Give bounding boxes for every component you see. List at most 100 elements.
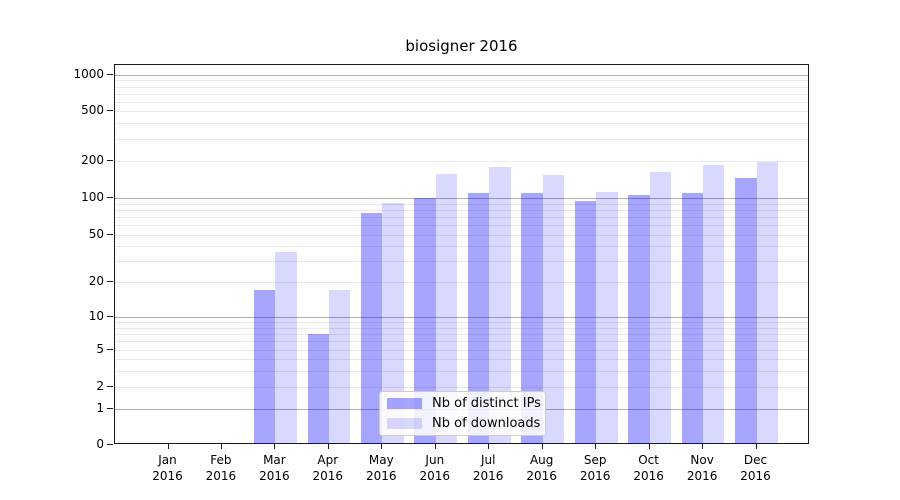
- legend: Nb of distinct IPs Nb of downloads: [379, 391, 546, 436]
- bar-nb-of-downloads-dec-2016: [756, 162, 778, 444]
- y-tick-label: 1: [96, 401, 104, 415]
- y-tickmark: [107, 110, 113, 111]
- gridline-minor: [115, 217, 808, 219]
- x-tickmark: [327, 444, 329, 449]
- bar-nb-of-distinct-ips-apr-2016: [307, 334, 329, 444]
- x-tick-label: Apr 2016: [312, 453, 344, 483]
- bar-nb-of-distinct-ips-nov-2016: [681, 192, 704, 444]
- y-tickmark: [107, 349, 113, 350]
- x-tick-label: May 2016: [366, 453, 397, 483]
- gridline-minor: [115, 80, 808, 82]
- gridline-minor: [115, 203, 808, 205]
- x-tick-label: Aug 2016: [526, 453, 557, 483]
- legend-label: Nb of downloads: [432, 416, 541, 431]
- gridline-minor: [115, 261, 808, 263]
- gridline-minor: [115, 235, 808, 236]
- y-tick-label: 10: [88, 309, 104, 323]
- x-tick-label: Nov 2016: [686, 453, 718, 483]
- y-tick-label: 2: [96, 379, 104, 393]
- bar-nb-of-distinct-ips-jun-2016: [414, 198, 436, 444]
- gridline-minor: [115, 327, 808, 329]
- legend-item-nb-of-distinct-ips: Nb of distinct IPs: [380, 394, 545, 414]
- y-tick-label: 20: [88, 274, 104, 288]
- y-tick-label: 5: [96, 342, 104, 356]
- bar-nb-of-downloads-may-2016: [382, 203, 404, 444]
- gridline-minor: [115, 123, 808, 125]
- bar-nb-of-distinct-ips-dec-2016: [735, 178, 757, 444]
- bar-nb-of-downloads-aug-2016: [542, 175, 565, 444]
- gridline-minor: [115, 350, 808, 351]
- gridline-minor: [115, 86, 808, 88]
- gridline-minor: [115, 161, 808, 162]
- gridline-major: [115, 317, 808, 318]
- legend-label: Nb of distinct IPs: [432, 396, 541, 411]
- y-tickmark: [107, 281, 113, 282]
- gridline-minor: [115, 93, 808, 95]
- bar-nb-of-downloads-jul-2016: [489, 166, 511, 444]
- gridline-minor: [115, 341, 808, 343]
- gridline-minor: [115, 359, 808, 360]
- y-tick-label: 200: [81, 153, 104, 167]
- x-tick-label: Jun 2016: [419, 453, 451, 483]
- gridline-minor: [115, 246, 808, 248]
- x-tick-label: Mar 2016: [259, 453, 290, 483]
- y-tick-label: 50: [88, 227, 104, 241]
- bar-nb-of-downloads-nov-2016: [703, 165, 725, 444]
- x-tickmark: [434, 444, 436, 449]
- x-tickmark: [274, 444, 276, 449]
- gridline-minor: [115, 138, 808, 140]
- y-tickmark: [107, 74, 113, 75]
- x-tickmark: [648, 444, 650, 449]
- y-tickmark: [107, 234, 113, 235]
- y-tickmark: [107, 197, 113, 198]
- x-tick-label: Jan 2016: [152, 453, 183, 483]
- gridline-major: [115, 198, 808, 199]
- gridline-minor: [115, 101, 808, 103]
- y-tick-label: 100: [81, 190, 104, 204]
- bar-nb-of-downloads-apr-2016: [328, 290, 351, 444]
- gridline-minor: [115, 111, 808, 112]
- y-tickmark: [107, 408, 113, 409]
- x-tickmark: [167, 444, 169, 449]
- bar-nb-of-distinct-ips-sep-2016: [574, 201, 597, 444]
- bar-nb-of-downloads-oct-2016: [649, 171, 671, 444]
- legend-item-nb-of-downloads: Nb of downloads: [380, 414, 545, 434]
- bar-nb-of-downloads-sep-2016: [596, 192, 618, 444]
- gridline-minor: [115, 322, 808, 324]
- bar-nb-of-downloads-mar-2016: [275, 251, 297, 444]
- x-tick-label: Oct 2016: [633, 453, 664, 483]
- gridline-minor: [115, 370, 808, 372]
- bar-nb-of-downloads-jun-2016: [435, 173, 458, 444]
- bar-nb-of-distinct-ips-oct-2016: [628, 194, 650, 444]
- x-tickmark: [381, 444, 383, 449]
- x-tickmark: [595, 444, 597, 449]
- x-tickmark: [220, 444, 222, 449]
- gridline-minor: [115, 333, 808, 335]
- x-tickmark: [488, 444, 490, 449]
- chart-title: biosigner 2016: [405, 37, 518, 55]
- y-tickmark: [107, 386, 113, 387]
- bar-nb-of-distinct-ips-jul-2016: [467, 192, 490, 444]
- gridline-minor: [115, 282, 808, 283]
- bar-nb-of-distinct-ips-mar-2016: [254, 290, 276, 444]
- x-tickmark: [702, 444, 704, 449]
- legend-swatch: [387, 418, 422, 429]
- y-tickmark: [107, 160, 113, 161]
- x-tickmark: [541, 444, 543, 449]
- y-tickmark: [107, 444, 113, 445]
- gridline-minor: [115, 225, 808, 227]
- x-tick-label: Feb 2016: [205, 453, 237, 483]
- y-tick-label: 1000: [73, 67, 104, 81]
- gridline-major: [115, 75, 808, 76]
- x-tickmark: [755, 444, 757, 449]
- bar-nb-of-distinct-ips-may-2016: [360, 213, 383, 444]
- gridline-minor: [115, 387, 808, 388]
- legend-swatch: [387, 398, 422, 409]
- x-tick-label: Jul 2016: [472, 453, 504, 483]
- gridline-minor: [115, 209, 808, 211]
- y-tick-label: 0: [96, 437, 104, 451]
- plot-area: [114, 64, 809, 444]
- y-tick-label: 500: [81, 103, 104, 117]
- bar-nb-of-distinct-ips-aug-2016: [521, 192, 543, 444]
